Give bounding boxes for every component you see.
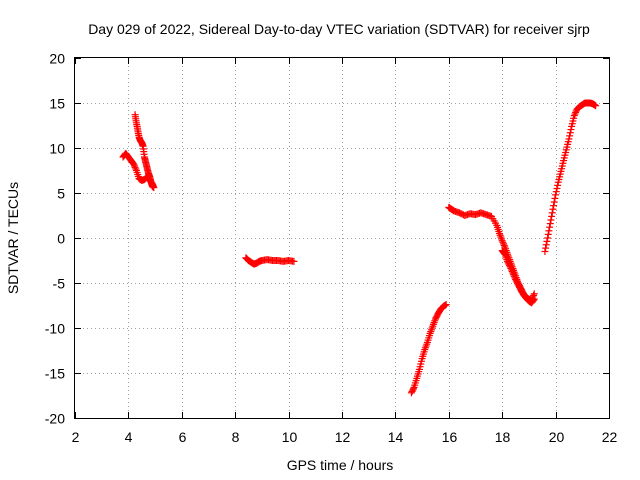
data-point bbox=[130, 162, 138, 170]
data-point bbox=[565, 135, 573, 143]
x-axis-title: GPS time / hours bbox=[287, 457, 394, 473]
x-tick-label: 10 bbox=[282, 429, 298, 445]
data-point bbox=[509, 269, 517, 277]
grid bbox=[75, 58, 609, 418]
data-point bbox=[546, 223, 554, 231]
series-seg3 bbox=[242, 254, 298, 268]
data-point bbox=[510, 271, 518, 279]
data-point bbox=[567, 126, 575, 134]
data-point bbox=[551, 194, 559, 202]
data-point bbox=[548, 212, 556, 220]
data-point bbox=[506, 263, 514, 271]
chart-title: Day 029 of 2022, Sidereal Day-to-day VTE… bbox=[88, 21, 590, 37]
data-point bbox=[550, 198, 558, 206]
data-point bbox=[508, 268, 516, 276]
data-point bbox=[572, 108, 580, 116]
x-tick-label: 4 bbox=[125, 429, 133, 445]
data-point bbox=[571, 110, 579, 118]
data-point bbox=[545, 227, 553, 235]
y-tick-label: 15 bbox=[49, 96, 65, 112]
data-point bbox=[548, 209, 556, 217]
data-point bbox=[530, 295, 538, 303]
series-seg6 bbox=[498, 247, 538, 307]
data-point bbox=[549, 205, 557, 213]
y-tick-label: 0 bbox=[57, 231, 65, 247]
data-point bbox=[409, 385, 417, 393]
data-point bbox=[553, 185, 561, 192]
y-tick-label: -10 bbox=[45, 321, 65, 337]
x-tick-label: 2 bbox=[72, 429, 80, 445]
data-point bbox=[552, 188, 560, 196]
x-tick-label: 14 bbox=[388, 429, 404, 445]
data-point bbox=[566, 132, 574, 140]
data-point bbox=[499, 238, 507, 246]
data-point bbox=[550, 202, 558, 210]
y-tick-label: 10 bbox=[49, 141, 65, 157]
data-points bbox=[119, 99, 600, 397]
x-tick-label: 20 bbox=[549, 429, 565, 445]
data-point bbox=[592, 102, 600, 110]
x-tick-label: 16 bbox=[442, 429, 458, 445]
plot-frame bbox=[74, 57, 610, 419]
data-point bbox=[570, 112, 578, 120]
data-point bbox=[500, 241, 508, 249]
x-tick-label: 18 bbox=[495, 429, 511, 445]
data-point bbox=[510, 272, 518, 280]
axis-ticks bbox=[75, 58, 610, 419]
data-point bbox=[566, 129, 574, 137]
data-point bbox=[130, 160, 138, 168]
data-point bbox=[132, 165, 140, 173]
data-point bbox=[544, 230, 552, 238]
data-point bbox=[498, 237, 506, 245]
y-tick-label: 5 bbox=[57, 186, 65, 202]
series-seg2 bbox=[131, 111, 156, 191]
data-point bbox=[500, 240, 508, 248]
x-tick-label: 6 bbox=[179, 429, 187, 445]
data-point bbox=[530, 296, 538, 304]
data-point bbox=[547, 216, 555, 224]
data-point bbox=[554, 181, 562, 189]
data-point bbox=[542, 241, 550, 249]
tick-labels: 2 4 6 8 10 12 14 16 18 20 22 20 15 10 5 0 -5 -10 -15 -20 bbox=[45, 51, 618, 446]
data-point bbox=[541, 248, 549, 255]
data-point bbox=[508, 266, 516, 274]
data-point bbox=[290, 257, 298, 265]
x-tick-label: 12 bbox=[335, 429, 351, 445]
data-point bbox=[544, 234, 552, 242]
y-tick-label: -20 bbox=[45, 411, 65, 427]
y-tick-label: 20 bbox=[49, 51, 65, 67]
data-point bbox=[507, 264, 515, 272]
data-point bbox=[552, 191, 560, 199]
y-tick-label: -15 bbox=[45, 366, 65, 382]
data-point bbox=[148, 183, 156, 191]
data-point bbox=[542, 244, 550, 252]
data-point bbox=[543, 237, 551, 245]
series-seg7 bbox=[541, 99, 600, 255]
data-point bbox=[546, 220, 554, 228]
y-axis-title: SDTVAR / TECUs bbox=[5, 182, 21, 294]
x-tick-label: 22 bbox=[602, 429, 618, 445]
x-tick-label: 8 bbox=[232, 429, 240, 445]
data-point bbox=[131, 163, 139, 171]
data-point bbox=[442, 301, 450, 309]
series-seg4 bbox=[407, 301, 450, 397]
y-tick-label: -5 bbox=[53, 276, 66, 292]
